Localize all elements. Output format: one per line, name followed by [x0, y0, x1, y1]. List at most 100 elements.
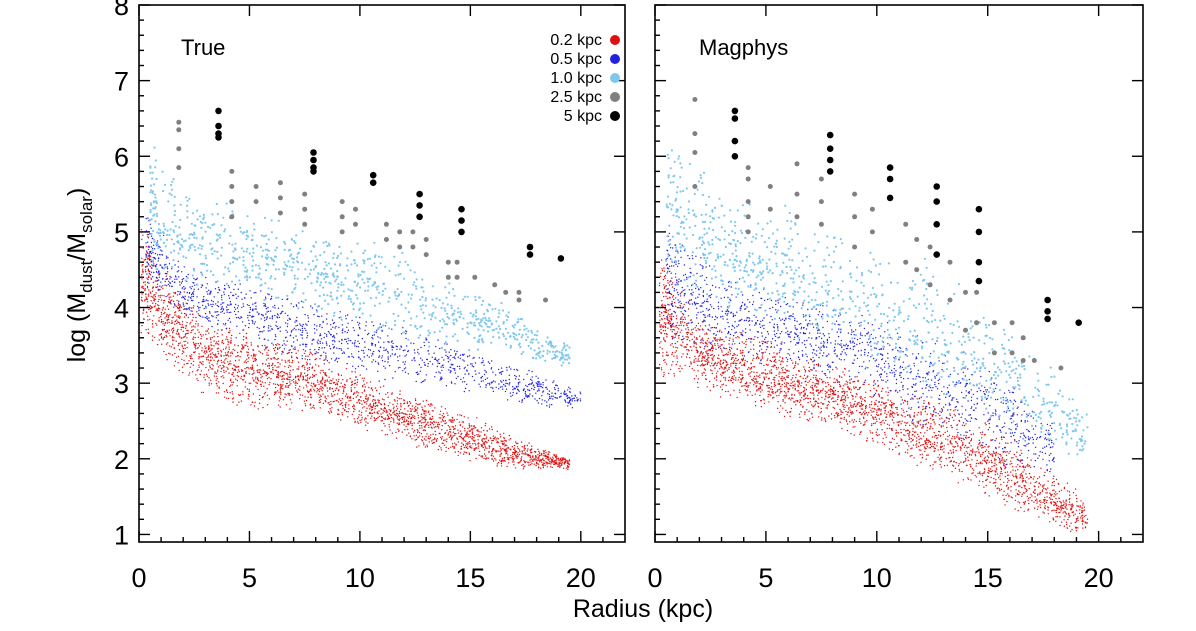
- data-point: [259, 369, 262, 371]
- data-point: [224, 288, 226, 290]
- data-point: [159, 296, 161, 298]
- data-point: [169, 335, 171, 337]
- data-point: [165, 334, 167, 337]
- data-point: [298, 379, 300, 381]
- data-point: [391, 346, 393, 349]
- data-point: [507, 454, 509, 456]
- data-point: [476, 417, 478, 419]
- data-point: [527, 344, 530, 348]
- data-point: [351, 355, 353, 358]
- data-point: [439, 410, 442, 412]
- data-point: [390, 420, 392, 423]
- data-point: [300, 372, 302, 374]
- data-point: [365, 368, 368, 370]
- data-point: [150, 267, 153, 269]
- data-point: [490, 368, 492, 370]
- data-point: [403, 413, 405, 415]
- data-point: [424, 420, 427, 422]
- data-point: [448, 426, 451, 428]
- data-point: [192, 313, 194, 315]
- data-point: [542, 464, 544, 466]
- data-point: [299, 389, 301, 391]
- data-point: [531, 381, 533, 384]
- data-point: [148, 245, 150, 247]
- data-point: [150, 246, 153, 248]
- data-point: [258, 267, 261, 270]
- data-point: [301, 355, 303, 357]
- data-point: [428, 424, 430, 427]
- data-point: [369, 297, 373, 300]
- data-point: [322, 369, 324, 372]
- data-point: [287, 376, 289, 378]
- data-point: [266, 346, 268, 348]
- data-point: [373, 334, 376, 336]
- data-point: [178, 281, 181, 283]
- data-point: [187, 249, 190, 252]
- data-point: [446, 412, 448, 414]
- data-point: [227, 340, 229, 343]
- data-point: [225, 336, 228, 338]
- data-point: [517, 452, 519, 454]
- data-point: [246, 351, 248, 353]
- data-point: [304, 268, 307, 271]
- data-point: [321, 377, 324, 380]
- data-point: [320, 369, 322, 372]
- data-point: [487, 457, 490, 459]
- data-point: [250, 404, 252, 406]
- data-point: [489, 319, 492, 322]
- data-point: [488, 428, 491, 430]
- data-point: [184, 333, 187, 336]
- data-point: [301, 394, 304, 396]
- data-point: [253, 228, 256, 231]
- data-point: [325, 356, 327, 358]
- data-point: [161, 294, 163, 297]
- data-point: [271, 316, 273, 318]
- data-point: [336, 275, 339, 278]
- data-point: [336, 357, 338, 359]
- data-point: [304, 350, 307, 352]
- data-point: [552, 381, 554, 384]
- data-point: [440, 417, 442, 419]
- data-point: [206, 358, 208, 361]
- data-point: [341, 414, 344, 416]
- data-point: [410, 342, 412, 344]
- data-point: [417, 430, 419, 432]
- data-point: [293, 277, 296, 280]
- data-point: [307, 355, 309, 357]
- data-point: [260, 313, 263, 316]
- data-point: [281, 370, 283, 373]
- data-point: [215, 233, 218, 236]
- data-point: [497, 331, 500, 334]
- data-point: [524, 392, 526, 394]
- data-point: [264, 319, 266, 322]
- data-point: [328, 402, 330, 404]
- data-point: [307, 391, 310, 394]
- data-point: [427, 437, 430, 439]
- data-point: [207, 359, 210, 361]
- data-point: [508, 384, 510, 386]
- data-point: [201, 301, 203, 303]
- data-point: [168, 352, 170, 354]
- data-point: [270, 256, 273, 260]
- data-point: [451, 314, 454, 317]
- data-point: [507, 311, 510, 314]
- data-point: [236, 258, 239, 261]
- data-point: [177, 260, 179, 262]
- data-point: [496, 463, 499, 465]
- data-point: [176, 165, 182, 171]
- data-point: [327, 262, 330, 265]
- data-point: [504, 439, 506, 442]
- data-point: [432, 418, 434, 420]
- data-point: [302, 292, 305, 295]
- data-point: [277, 370, 279, 373]
- data-point: [542, 390, 545, 392]
- data-point: [142, 281, 145, 284]
- y-tick-label: 3: [114, 369, 129, 399]
- data-point: [506, 447, 508, 449]
- data-point: [263, 349, 266, 351]
- data-point: [314, 289, 317, 292]
- data-point: [197, 379, 199, 382]
- data-point: [155, 286, 157, 288]
- data-point: [240, 400, 243, 402]
- data-point: [296, 324, 299, 326]
